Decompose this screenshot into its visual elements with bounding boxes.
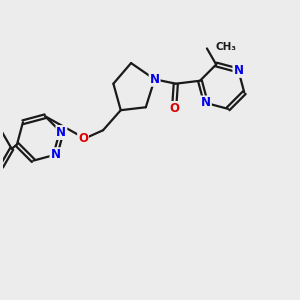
Text: O: O bbox=[78, 132, 88, 145]
Text: N: N bbox=[50, 148, 60, 161]
Text: N: N bbox=[233, 64, 243, 77]
Text: N: N bbox=[56, 126, 66, 139]
Text: N: N bbox=[150, 73, 160, 86]
Text: N: N bbox=[201, 96, 211, 110]
Text: CH₃: CH₃ bbox=[215, 42, 236, 52]
Text: O: O bbox=[169, 102, 179, 115]
